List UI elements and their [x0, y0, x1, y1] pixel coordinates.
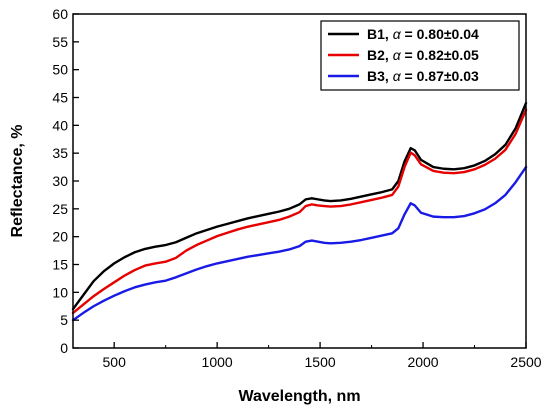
y-tick-label: 45 [52, 90, 68, 106]
series-line-1 [71, 101, 528, 311]
y-tick-label: 60 [52, 6, 68, 22]
y-tick-label: 20 [52, 229, 68, 245]
series-line-2 [71, 108, 528, 315]
legend: B1, α = 0.80±0.04 B2, α = 0.82±0.05 B3, α … [320, 20, 520, 91]
y-tick-label: 0 [60, 340, 68, 356]
y-tick-label: 10 [52, 284, 68, 300]
legend-label-3: B3, α = 0.87±0.03 [367, 68, 479, 84]
y-tick-label: 50 [52, 62, 68, 78]
legend-label-1: B1, α = 0.80±0.04 [367, 26, 479, 42]
x-tick-label: 500 [103, 354, 127, 370]
y-axis-title: Reflectance, % [9, 125, 26, 238]
y-tick-label: 15 [52, 257, 68, 273]
y-tick-label: 40 [52, 117, 68, 133]
x-tick-label: 1000 [202, 354, 233, 370]
y-tick-label: 30 [52, 173, 68, 189]
y-tick-label: 35 [52, 145, 68, 161]
x-tick-label: 1500 [305, 354, 336, 370]
x-axis-title: Wavelength, nm [238, 388, 360, 405]
y-axis: 0 5 10 15 20 25 30 35 40 45 50 55 60 [52, 6, 79, 356]
x-tick-label: 2500 [510, 354, 541, 370]
legend-label-2: B2, α = 0.82±0.05 [367, 47, 479, 63]
series-lines [71, 101, 528, 322]
x-axis: 500 1000 1500 2000 2500 [103, 342, 542, 370]
series-line-3 [71, 165, 528, 322]
y-tick-label: 25 [52, 201, 68, 217]
y-tick-label: 55 [52, 34, 68, 50]
x-tick-label: 2000 [407, 354, 438, 370]
y-tick-label: 5 [60, 312, 68, 328]
